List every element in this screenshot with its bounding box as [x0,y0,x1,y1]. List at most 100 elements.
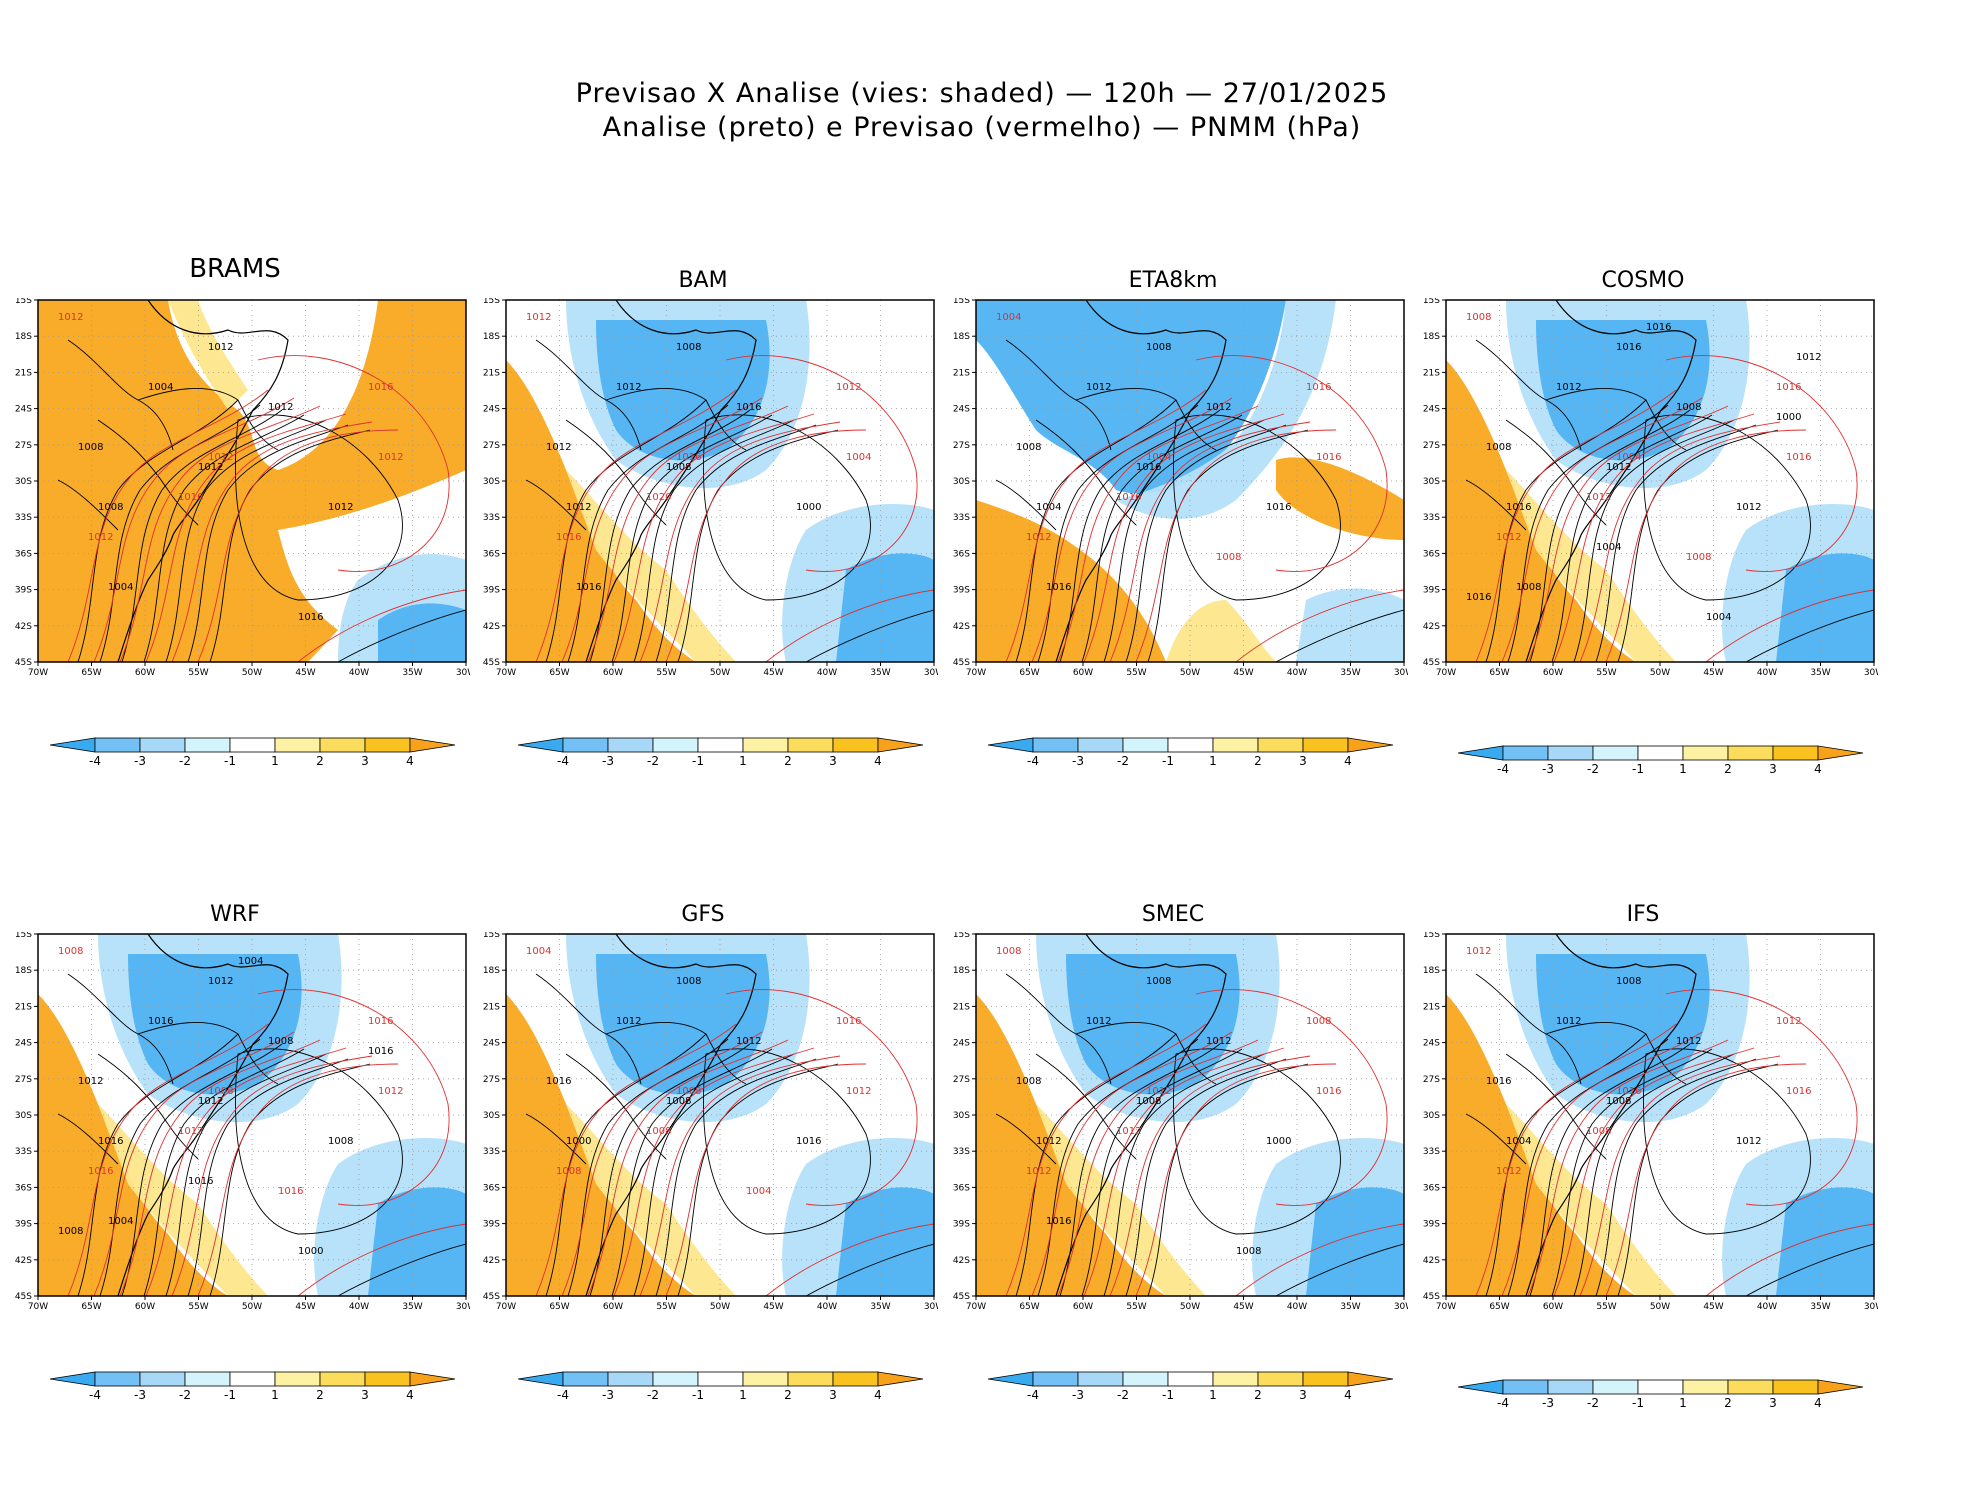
coastline [117,934,289,1296]
lon-tick-label: 40W [1757,1302,1777,1312]
analysis-contour-label: 1008 [1676,402,1701,413]
analysis-contour-label: 1004 [1706,612,1731,623]
colorbar-label: 1 [1679,762,1687,776]
colorbar-label: -2 [1117,754,1129,768]
lat-tick-label: 45S [953,1292,970,1302]
colorbar-label: -2 [179,754,191,768]
forecast-contour-label: 1016 [178,492,203,503]
colorbar-label: 1 [739,754,747,768]
forecast-contour-label: 1012 [1496,532,1521,543]
colorbar-label: 4 [406,1388,414,1402]
analysis-contour-label: 1012 [616,1016,641,1027]
lat-tick-label: 36S [1423,1183,1440,1193]
colorbar-label: 1 [1209,754,1217,768]
lat-tick-label: 30S [483,1111,500,1121]
analysis-contour-label: 1012 [1736,502,1761,513]
colorbar-label: -4 [89,1388,101,1402]
colorbar: -4 -3 -2 -1 1 2 3 4 [517,737,924,768]
analysis-contour-label: 1008 [676,976,701,987]
analysis-contour-label: 1016 [1486,1076,1511,1087]
lon-tick-label: 40W [1287,668,1307,678]
analysis-contour-label: 1000 [1776,412,1801,423]
bias-shading-orange [506,360,696,662]
forecast-contour-label: 1016 [1786,1086,1811,1097]
lon-tick-label: 60W [1543,668,1563,678]
analysis-contour-label: 1008 [1016,442,1041,453]
analysis-contour-label: 1012 [268,402,293,413]
lat-tick-label: 21S [1423,1002,1440,1012]
coastline [1525,934,1697,1296]
colorbar-label: 4 [1344,1388,1352,1402]
forecast-contour-label: 1008 [1216,552,1241,563]
lon-tick-label: 50W [1650,668,1670,678]
colorbar-label: -4 [1027,1388,1039,1402]
lon-tick-label: 70W [966,1302,986,1312]
lat-tick-label: 27S [483,441,500,451]
analysis-contour-label: 1008 [1616,976,1641,987]
lat-tick-label: 42S [953,622,970,632]
forecast-contour-label: 1008 [646,1126,671,1137]
lat-tick-label: 30S [15,477,32,487]
lat-tick-label: 27S [953,441,970,451]
lat-tick-label: 33S [1423,1147,1440,1157]
lon-tick-label: 45W [1703,1302,1723,1312]
colorbar-label: -2 [647,1388,659,1402]
lat-tick-label: 42S [15,1256,32,1266]
colorbar-label: 3 [1769,1396,1777,1410]
forecast-contour-label: 1012 [178,1126,203,1137]
figure-title-line2: Analise (preto) e Previsao (vermelho) — … [602,112,1362,143]
panel-cosmo: COSMO 1016 1012 1008 1008 1012 1016 1012 1008 100… [1408,268,1878,860]
lon-tick-label: 30W [1394,1302,1408,1312]
colorbar-label: 1 [271,754,279,768]
lat-tick-label: 27S [483,1075,500,1085]
lat-tick-label: 33S [953,513,970,523]
colorbar-label: -4 [1027,754,1039,768]
analysis-contour-label: 1012 [736,1036,761,1047]
forecast-contour-label: 1016 [1316,452,1341,463]
colorbar-label: 3 [1769,762,1777,776]
lat-tick-label: 15S [953,932,970,940]
analysis-contour-label: 1012 [208,342,233,353]
lat-tick-label: 42S [1423,622,1440,632]
lat-tick-label: 18S [15,966,32,976]
lon-tick-label: 50W [1650,1302,1670,1312]
colorbar-label: -2 [179,1388,191,1402]
colorbar-label: -3 [1072,754,1084,768]
map-plot: 1016 1012 1008 1008 1012 1016 1012 1008 1004 1004… [1423,298,1878,678]
analysis-contour-label: 1016 [1616,342,1641,353]
forecast-contour-label: 1008 [1686,552,1711,563]
lat-tick-label: 30S [483,477,500,487]
panel-title: BAM [678,268,728,293]
forecast-contour-label: 1004 [1616,452,1641,463]
coastline [117,300,289,662]
lat-tick-label: 24S [1423,1039,1440,1049]
lon-tick-label: 60W [135,1302,155,1312]
lon-tick-label: 40W [1757,668,1777,678]
colorbar-label: 1 [271,1388,279,1402]
lat-tick-label: 30S [953,1111,970,1121]
colorbar-label: -1 [224,754,236,768]
forecast-contour-label: 1020 [646,492,671,503]
lon-tick-label: 50W [1180,1302,1200,1312]
bias-shading-yellow [1166,600,1276,662]
colorbar-label: -3 [602,754,614,768]
forecast-contour-label: 1016 [836,1016,861,1027]
lon-tick-label: 30W [924,1302,938,1312]
colorbar-label: 3 [361,1388,369,1402]
lat-tick-label: 27S [15,441,32,451]
coastline [1055,300,1227,662]
colorbar-label: -2 [1587,762,1599,776]
lat-tick-label: 15S [483,932,500,940]
forecast-contour-label: 1012 [1496,1166,1521,1177]
lon-tick-label: 40W [349,1302,369,1312]
forecast-contour-label: 1008 [676,1086,701,1097]
lon-tick-label: 55W [188,1302,208,1312]
lon-tick-label: 65W [549,1302,569,1312]
colorbar-label: 2 [1724,1396,1732,1410]
lat-tick-label: 39S [483,1220,500,1230]
colorbar-label: -3 [1542,1396,1554,1410]
lat-tick-label: 30S [1423,1111,1440,1121]
